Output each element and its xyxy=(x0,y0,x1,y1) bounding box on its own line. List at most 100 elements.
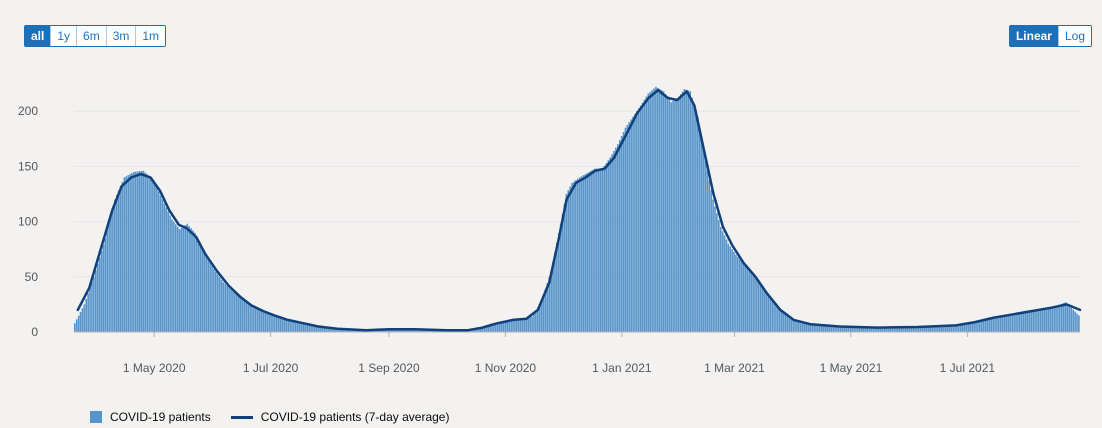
bar xyxy=(1047,307,1050,332)
bar xyxy=(315,324,318,332)
bar xyxy=(283,318,286,332)
bar xyxy=(213,269,215,332)
bar xyxy=(173,221,175,332)
bar xyxy=(1070,307,1073,332)
average-line-layer xyxy=(76,88,1082,332)
bar xyxy=(758,282,760,332)
bar xyxy=(415,328,417,332)
bar xyxy=(952,324,954,332)
bar xyxy=(645,96,648,332)
bar xyxy=(672,100,674,332)
bar xyxy=(906,327,909,332)
bar xyxy=(809,324,812,332)
bar xyxy=(664,94,667,332)
bar xyxy=(878,327,880,332)
bar xyxy=(704,160,707,332)
bar xyxy=(900,327,903,332)
bar xyxy=(784,313,787,332)
bar xyxy=(908,327,911,332)
bar xyxy=(190,228,192,332)
bar xyxy=(818,325,821,332)
y-tick-label: 100 xyxy=(18,215,38,229)
bar xyxy=(220,279,223,332)
bar xyxy=(93,276,95,332)
bar xyxy=(169,215,171,332)
bar xyxy=(1022,311,1025,332)
bar xyxy=(775,305,777,332)
bar xyxy=(857,326,859,332)
bar xyxy=(577,178,579,332)
range-3m-button[interactable]: 3m xyxy=(106,26,137,46)
bar xyxy=(163,203,166,332)
x-tick-label: 1 May 2020 xyxy=(123,361,186,375)
bar xyxy=(1013,313,1015,332)
bar xyxy=(281,317,284,332)
bar xyxy=(277,315,280,332)
legend-item-average[interactable]: COVID-19 patients (7-day average) xyxy=(230,410,449,424)
bar xyxy=(323,326,326,332)
bar xyxy=(1045,308,1048,332)
bar xyxy=(870,327,873,332)
bar xyxy=(838,326,840,332)
bar xyxy=(609,157,611,332)
bar xyxy=(1032,310,1034,332)
scale-log-button[interactable]: Log xyxy=(1058,26,1091,46)
bar xyxy=(725,239,728,332)
bar xyxy=(235,294,238,332)
range-all-button[interactable]: all xyxy=(25,26,52,46)
bar xyxy=(496,322,499,332)
range-1y-button[interactable]: 1y xyxy=(51,26,78,46)
bar xyxy=(1007,315,1010,332)
bar xyxy=(256,309,259,332)
line-swatch-icon xyxy=(230,415,253,419)
bar xyxy=(824,326,827,332)
bar xyxy=(811,325,813,332)
bar xyxy=(178,229,181,332)
bar xyxy=(815,325,817,332)
bar xyxy=(1076,313,1078,332)
bar xyxy=(245,302,248,332)
bar xyxy=(1074,311,1076,332)
bar xyxy=(885,327,888,332)
bar xyxy=(237,296,240,332)
bar xyxy=(1011,314,1014,332)
bar xyxy=(342,329,345,332)
bar xyxy=(270,313,272,332)
bar xyxy=(605,163,608,332)
bar xyxy=(325,326,328,332)
bar xyxy=(188,225,190,332)
bar xyxy=(834,326,836,332)
bar xyxy=(544,289,547,332)
bar xyxy=(94,270,97,332)
bar xyxy=(866,327,869,332)
bar xyxy=(472,329,474,332)
bar xyxy=(973,322,975,332)
bar xyxy=(182,226,185,332)
bar xyxy=(914,327,916,332)
bar xyxy=(567,190,570,332)
scale-linear-button[interactable]: Linear xyxy=(1009,26,1059,46)
bar xyxy=(613,150,615,332)
bar xyxy=(634,113,636,332)
bar xyxy=(628,122,631,332)
legend-item-patients[interactable]: COVID-19 patients xyxy=(90,410,211,424)
range-1m-button[interactable]: 1m xyxy=(136,26,166,46)
bar xyxy=(626,124,629,333)
bar xyxy=(942,325,945,332)
bar xyxy=(559,223,562,332)
bar xyxy=(622,131,625,332)
bar xyxy=(891,327,893,332)
bar xyxy=(477,327,480,332)
bar xyxy=(575,180,577,332)
bar xyxy=(260,311,263,332)
bar xyxy=(742,263,745,332)
bar xyxy=(258,310,261,332)
bar xyxy=(1041,308,1044,332)
bar xyxy=(348,329,350,332)
bar xyxy=(154,183,156,332)
hospital-patients-chart: 0 50 100 150 200 1 May 2020 1 Jul 2020 1 Sep 20… xyxy=(18,86,1082,375)
bar xyxy=(344,329,347,332)
bar xyxy=(617,144,619,332)
bar xyxy=(578,177,581,332)
range-6m-button[interactable]: 6m xyxy=(77,26,107,46)
